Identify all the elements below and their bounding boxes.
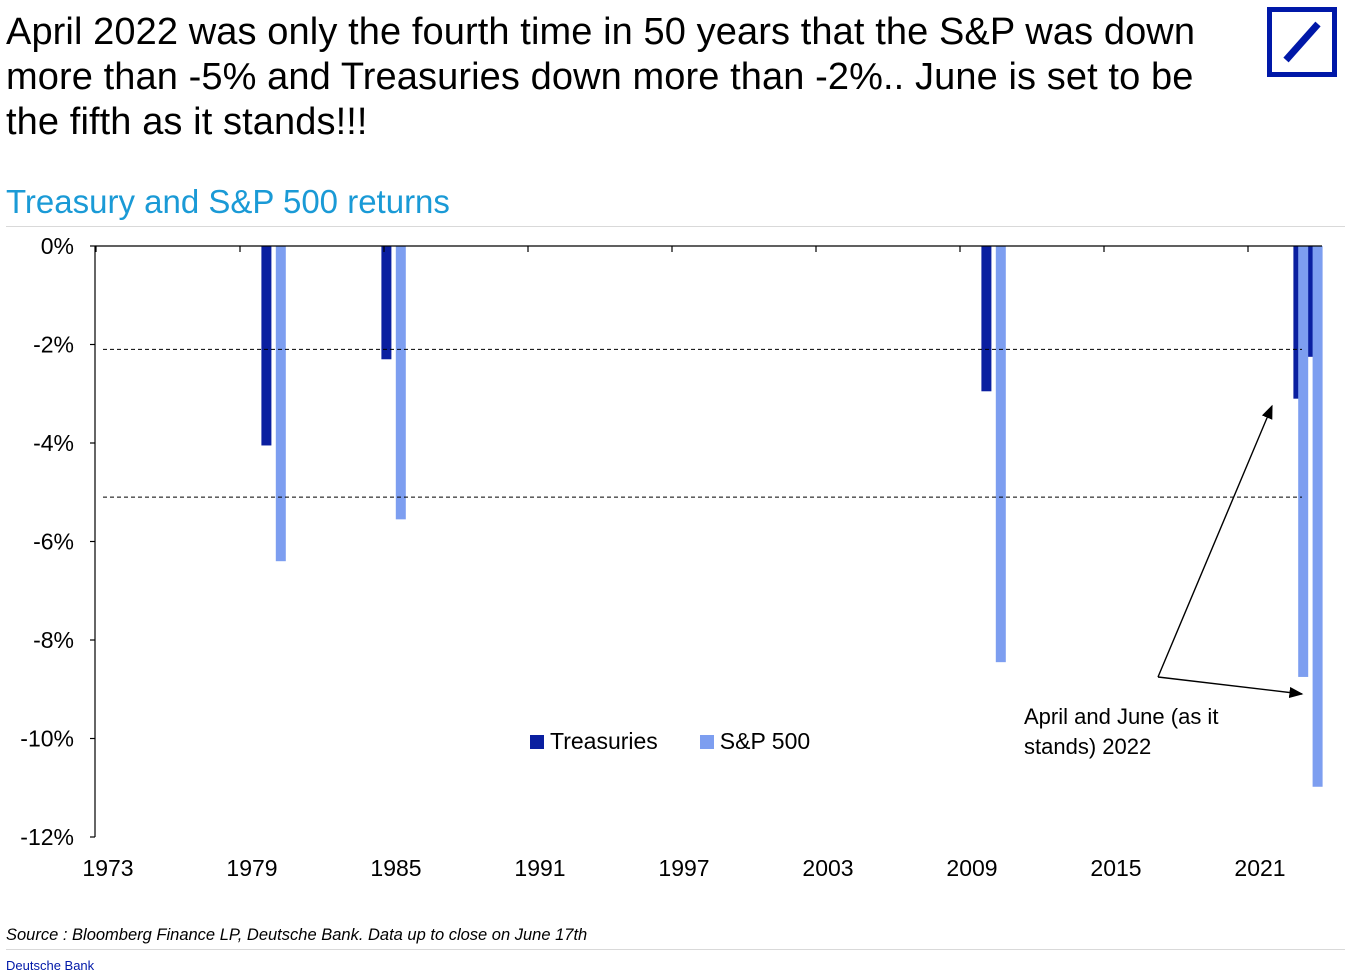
y-tick-label: -2% [33, 332, 74, 358]
x-tick-label: 1985 [370, 855, 421, 881]
x-tick-label: 1991 [514, 855, 565, 881]
bar-sp500 [395, 246, 406, 520]
x-tick-label: 1979 [226, 855, 277, 881]
x-tick-label: 2021 [1234, 855, 1285, 881]
chart-title: Treasury and S&P 500 returns [6, 183, 450, 220]
footer-brand: Deutsche Bank [6, 958, 95, 973]
source-note: Source : Bloomberg Finance LP, Deutsche … [6, 926, 588, 944]
legend-item-treasuries: Treasuries [530, 728, 658, 755]
legend: Treasuries S&P 500 [530, 728, 852, 755]
x-tick-label: 2015 [1090, 855, 1141, 881]
returns-chart: 0% -2% -4% -6% -8% -10% -12% 1973 1979 1985 1991 19… [20, 233, 1323, 881]
annotation-arrow [1157, 676, 1304, 699]
bar-treasuries [261, 246, 272, 446]
x-tick-label: 2003 [802, 855, 853, 881]
y-tick-label: -8% [33, 627, 74, 653]
legend-label: S&P 500 [719, 728, 811, 754]
bar-sp500 [275, 246, 286, 562]
x-tick-label: 1973 [82, 855, 133, 881]
bar-sp500 [995, 246, 1006, 663]
y-tick-label: -4% [33, 430, 74, 456]
bar-treasuries [381, 246, 392, 360]
divider [6, 226, 1345, 227]
y-tick-label: -10% [20, 726, 74, 752]
bar-sp500 [1298, 246, 1309, 677]
legend-swatch-sp500 [699, 734, 714, 749]
x-tick-label: 1997 [658, 855, 709, 881]
bar-treasuries [981, 246, 992, 392]
bar-sp500 [1312, 246, 1323, 787]
y-tick-label: -6% [33, 529, 74, 555]
annotation-text: April and June (as it stands) 2022 [1024, 704, 1219, 759]
annotation-arrow [1157, 404, 1273, 678]
y-tick-label: -12% [20, 824, 74, 850]
legend-item-sp500: S&P 500 [699, 728, 811, 755]
legend-label: Treasuries [550, 728, 658, 754]
legend-swatch-treasuries [530, 734, 544, 749]
y-tick-label: 0% [41, 233, 74, 259]
deutsche-bank-logo-icon [1267, 7, 1337, 77]
divider [6, 949, 1345, 950]
headline: April 2022 was only the fourth time in 5… [6, 11, 1196, 143]
x-tick-label: 2009 [946, 855, 997, 881]
